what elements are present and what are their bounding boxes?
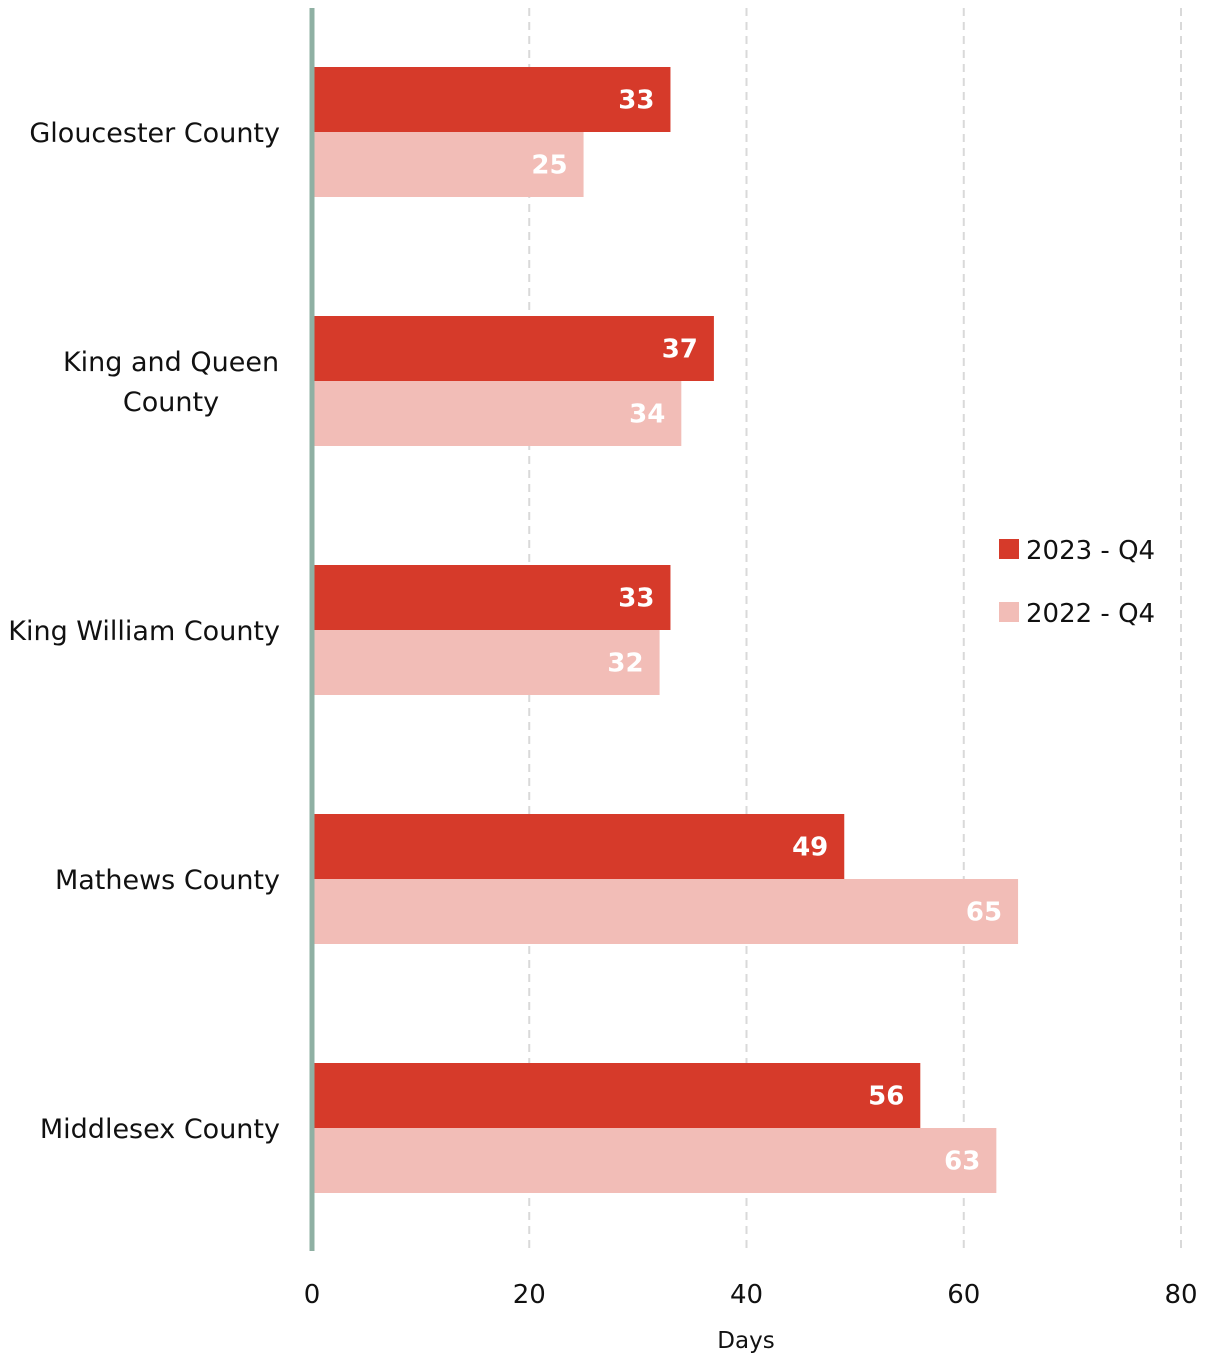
bar: [312, 316, 714, 381]
bar: [312, 565, 671, 630]
bar: [312, 67, 671, 132]
data-label: 33: [618, 86, 654, 116]
labels-layer: 33 25 Gloucester County 37 34 King and Queen C…: [8, 86, 1002, 1177]
x-tick-label: 40: [730, 1280, 763, 1310]
legend-swatch: [999, 539, 1019, 559]
category-label-line: County: [123, 387, 219, 418]
x-tick-label: 80: [1164, 1280, 1197, 1310]
legend-label: 2022 - Q4: [1026, 599, 1155, 629]
bar: [312, 879, 1019, 944]
data-label: 63: [944, 1147, 980, 1177]
data-label: 34: [629, 400, 665, 430]
category-label-line: King and Queen: [63, 347, 279, 378]
category-label: Mathews County: [55, 865, 280, 896]
category-label-line: Mathews County: [55, 865, 280, 896]
legend: 2023 - Q4 2022 - Q4: [999, 536, 1155, 629]
x-tick-label: 0: [304, 1280, 321, 1310]
bar: [312, 381, 682, 446]
data-label: 25: [531, 151, 567, 181]
bar: [312, 630, 660, 695]
data-label: 37: [662, 335, 698, 365]
category-label: Middlesex County: [40, 1114, 280, 1145]
bar: [312, 132, 584, 197]
data-label: 65: [966, 898, 1002, 928]
legend-swatch: [999, 602, 1019, 622]
x-axis-title: Days: [717, 1328, 774, 1354]
x-tick-label: 20: [513, 1280, 546, 1310]
bar: [312, 1063, 921, 1128]
data-label: 32: [607, 649, 643, 679]
data-label: 33: [618, 584, 654, 614]
bar: [312, 1128, 997, 1193]
x-tick-label: 60: [947, 1280, 980, 1310]
category-label: Gloucester County: [29, 118, 280, 149]
category-label-line: King William County: [8, 616, 280, 647]
legend-label: 2023 - Q4: [1026, 536, 1155, 566]
data-label: 56: [868, 1082, 904, 1112]
ticks-layer: 0 20 40 60 80: [304, 1280, 1198, 1310]
bars-layer: [312, 67, 1019, 1193]
category-label: King and Queen County: [63, 347, 279, 418]
data-label: 49: [792, 833, 828, 863]
category-label-line: Gloucester County: [29, 118, 280, 149]
category-label-line: Middlesex County: [40, 1114, 280, 1145]
category-label: King William County: [8, 616, 280, 647]
bar: [312, 814, 845, 879]
